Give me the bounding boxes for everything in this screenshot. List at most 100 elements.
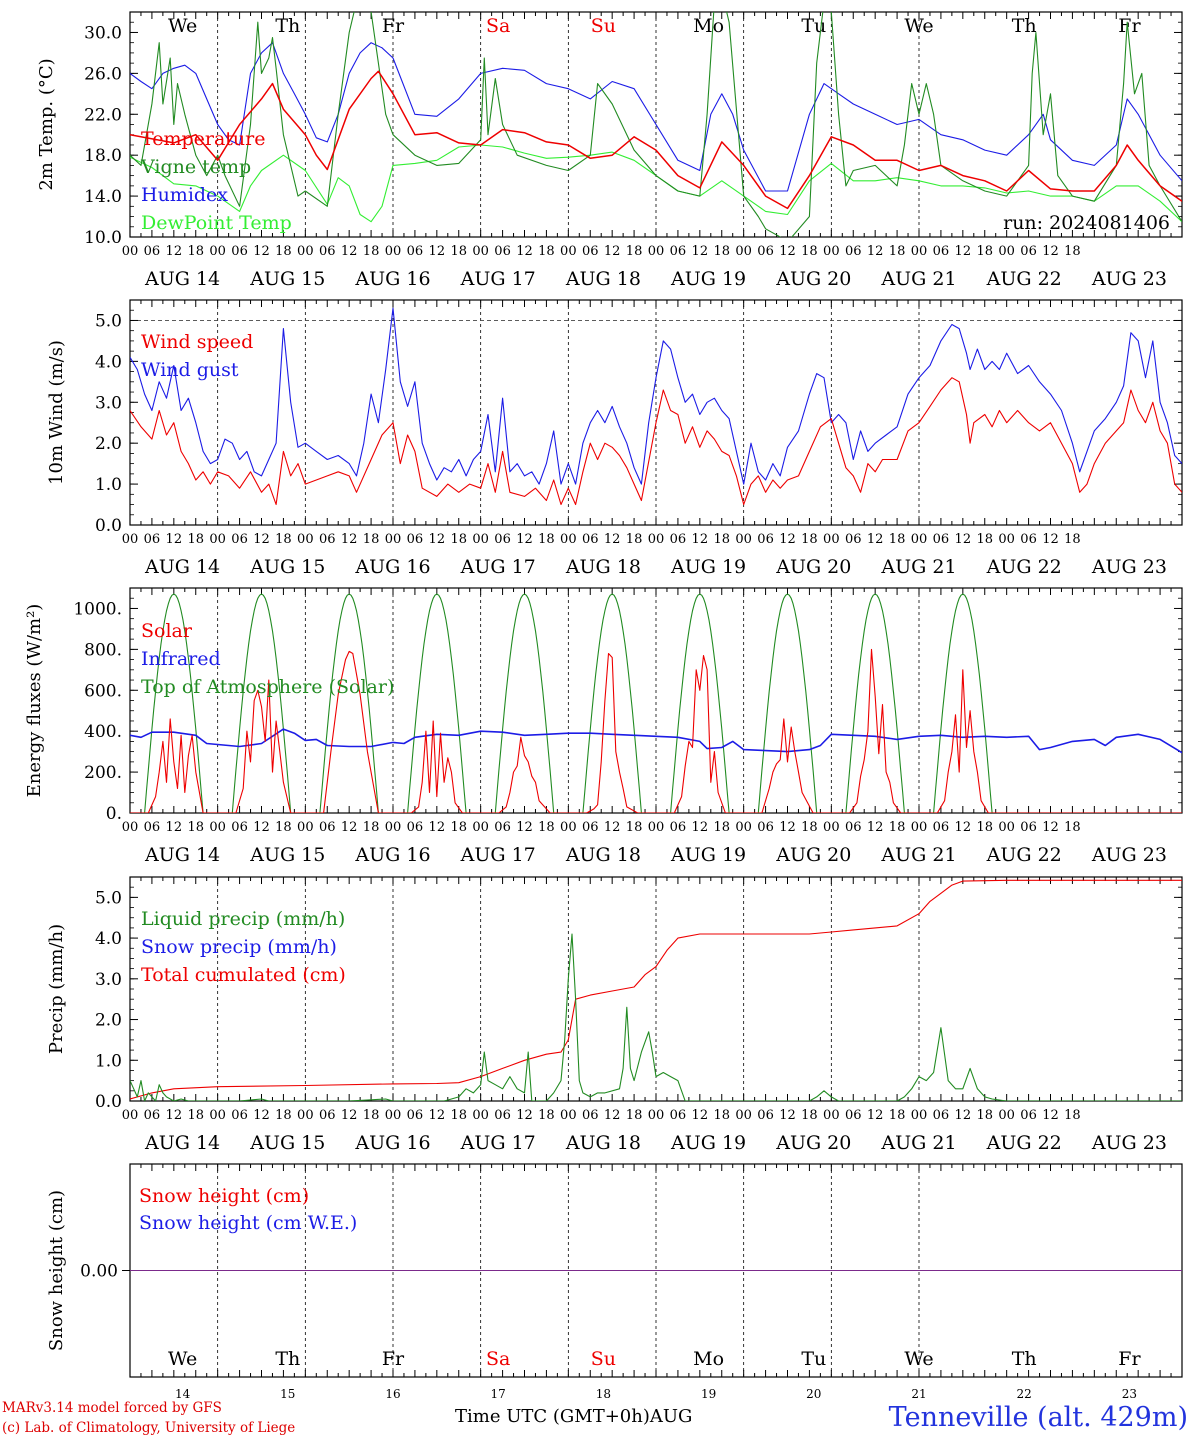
wind-hour-label: 12 (1042, 532, 1059, 547)
wind-hour-label: 06 (670, 532, 687, 547)
energy-hour-label: 06 (231, 820, 248, 835)
energy-ylabel: Energy fluxes (W/m²) (24, 604, 45, 798)
temp-hour-label: 00 (998, 244, 1015, 259)
precip-hour-label: 18 (450, 1108, 467, 1123)
energy-hour-label: 12 (604, 820, 621, 835)
temp-hour-label: 18 (713, 244, 730, 259)
precip-hour-label: 12 (429, 1108, 446, 1123)
precip-date-label: AUG 18 (565, 1132, 641, 1154)
precip-ytick-label: 0.0 (95, 1092, 122, 1112)
temp-ylabel: 2m Temp. (°C) (36, 58, 57, 190)
energy-hour-label: 18 (801, 820, 818, 835)
wind-hour-label: 00 (998, 532, 1015, 547)
temp-date-label: AUG 15 (249, 268, 325, 290)
wind-date-label: AUG 19 (670, 556, 746, 578)
wind-ytick-label: 4.0 (95, 352, 122, 372)
wind-series-wind-speed (130, 377, 1182, 506)
wind-hour-label: 18 (801, 532, 818, 547)
precip-hour-label: 00 (823, 1108, 840, 1123)
wind-hour-label: 12 (867, 532, 884, 547)
precip-hour-label: 12 (166, 1108, 183, 1123)
wind-hour-label: 12 (692, 532, 709, 547)
precip-date-label: AUG 23 (1091, 1132, 1167, 1154)
wind-hour-label: 12 (779, 532, 796, 547)
temp-hour-label: 06 (231, 244, 248, 259)
snow-day-number: 16 (385, 1387, 400, 1401)
snow-ylabel: Snow height (cm) (46, 1190, 67, 1351)
temp-day-name: Fr (1118, 15, 1141, 37)
temp-hour-label: 00 (297, 244, 314, 259)
precip-legend-liquid-precip-mm-h-: Liquid precip (mm/h) (141, 908, 345, 930)
temp-hour-label: 12 (692, 244, 709, 259)
temp-hour-label: 06 (494, 244, 511, 259)
energy-legend-solar: Solar (141, 620, 193, 642)
temp-date-label: AUG 18 (565, 268, 641, 290)
temp-series-humidex (130, 42, 1182, 192)
wind-hour-label: 00 (209, 532, 226, 547)
wind-hour-label: 06 (845, 532, 862, 547)
snow-day-number: 23 (1122, 1387, 1137, 1401)
temp-date-label: AUG 20 (775, 268, 851, 290)
precip-date-label: AUG 22 (986, 1132, 1062, 1154)
wind-hour-label: 12 (341, 532, 358, 547)
temp-hour-label: 12 (516, 244, 533, 259)
precip-ytick-label: 3.0 (95, 970, 122, 990)
wind-panel: 0.0 1.0 2.0 3.0 4.0 5.0 10m Wind (m/s) 00 06 12 18… (46, 299, 1183, 578)
precip-hour-label: 18 (976, 1108, 993, 1123)
energy-hour-label: 00 (122, 820, 139, 835)
precip-hour-label: 00 (648, 1108, 665, 1123)
wind-ytick-label: 1.0 (95, 475, 122, 495)
time-axis-label: Time UTC (GMT+0h)AUG (455, 1406, 692, 1427)
precip-hour-label: 06 (144, 1108, 161, 1123)
wind-hour-label: 06 (494, 532, 511, 547)
energy-hour-label: 06 (319, 820, 336, 835)
temp-hour-label: 18 (450, 244, 467, 259)
precip-hour-label: 00 (998, 1108, 1015, 1123)
temp-hour-label: 06 (1020, 244, 1037, 259)
snow-day-name: We (168, 1348, 197, 1370)
month-label: AUG (649, 1406, 693, 1427)
precip-date-label: AUG 17 (460, 1132, 536, 1154)
wind-hour-label: 00 (472, 532, 489, 547)
wind-date-label: AUG 16 (354, 556, 430, 578)
temp-series-dewpoint-temp (130, 144, 1182, 223)
energy-ytick-label: 0. (106, 804, 122, 824)
temp-hour-label: 12 (1042, 244, 1059, 259)
temp-day-name: Th (275, 15, 300, 37)
precip-hour-label: 18 (538, 1108, 555, 1123)
temp-hour-label: 18 (889, 244, 906, 259)
wind-hour-label: 18 (713, 532, 730, 547)
snow-day-name: Th (1012, 1348, 1037, 1370)
precip-hour-label: 00 (122, 1108, 139, 1123)
energy-hour-label: 06 (845, 820, 862, 835)
wind-hour-label: 06 (582, 532, 599, 547)
energy-hour-label: 12 (867, 820, 884, 835)
temp-hour-label: 06 (670, 244, 687, 259)
precip-ytick-label: 2.0 (95, 1011, 122, 1031)
energy-hour-label: 06 (494, 820, 511, 835)
wind-date-label: AUG 14 (144, 556, 220, 578)
energy-hour-label: 18 (450, 820, 467, 835)
wind-frame (129, 299, 1183, 526)
temp-date-label: AUG 14 (144, 268, 220, 290)
snow-day-number: 14 (175, 1387, 191, 1401)
precip-hour-label: 00 (209, 1108, 226, 1123)
wind-hour-label: 18 (1064, 532, 1081, 547)
wind-hour-label: 18 (450, 532, 467, 547)
temp-hour-label: 00 (823, 244, 840, 259)
temp-day-name: Mo (693, 15, 724, 37)
wind-date-label: AUG 18 (565, 556, 641, 578)
energy-date-label: AUG 15 (249, 844, 325, 866)
energy-panel: 0. 200. 400. 600. 800. 1000. Energy fluxes (W/… (24, 587, 1183, 866)
wind-date-label: AUG 23 (1091, 556, 1167, 578)
wind-hour-label: 12 (516, 532, 533, 547)
energy-date-label: AUG 17 (460, 844, 536, 866)
precip-ytick-label: 5.0 (95, 888, 122, 908)
wind-hour-label: 18 (187, 532, 204, 547)
precip-hour-label: 18 (187, 1108, 204, 1123)
energy-hour-label: 00 (209, 820, 226, 835)
precip-ylabel: Precip (mm/h) (46, 924, 67, 1054)
precip-date-label: AUG 16 (354, 1132, 430, 1154)
temp-hour-label: 12 (166, 244, 183, 259)
snow-day-name: Su (591, 1348, 616, 1370)
